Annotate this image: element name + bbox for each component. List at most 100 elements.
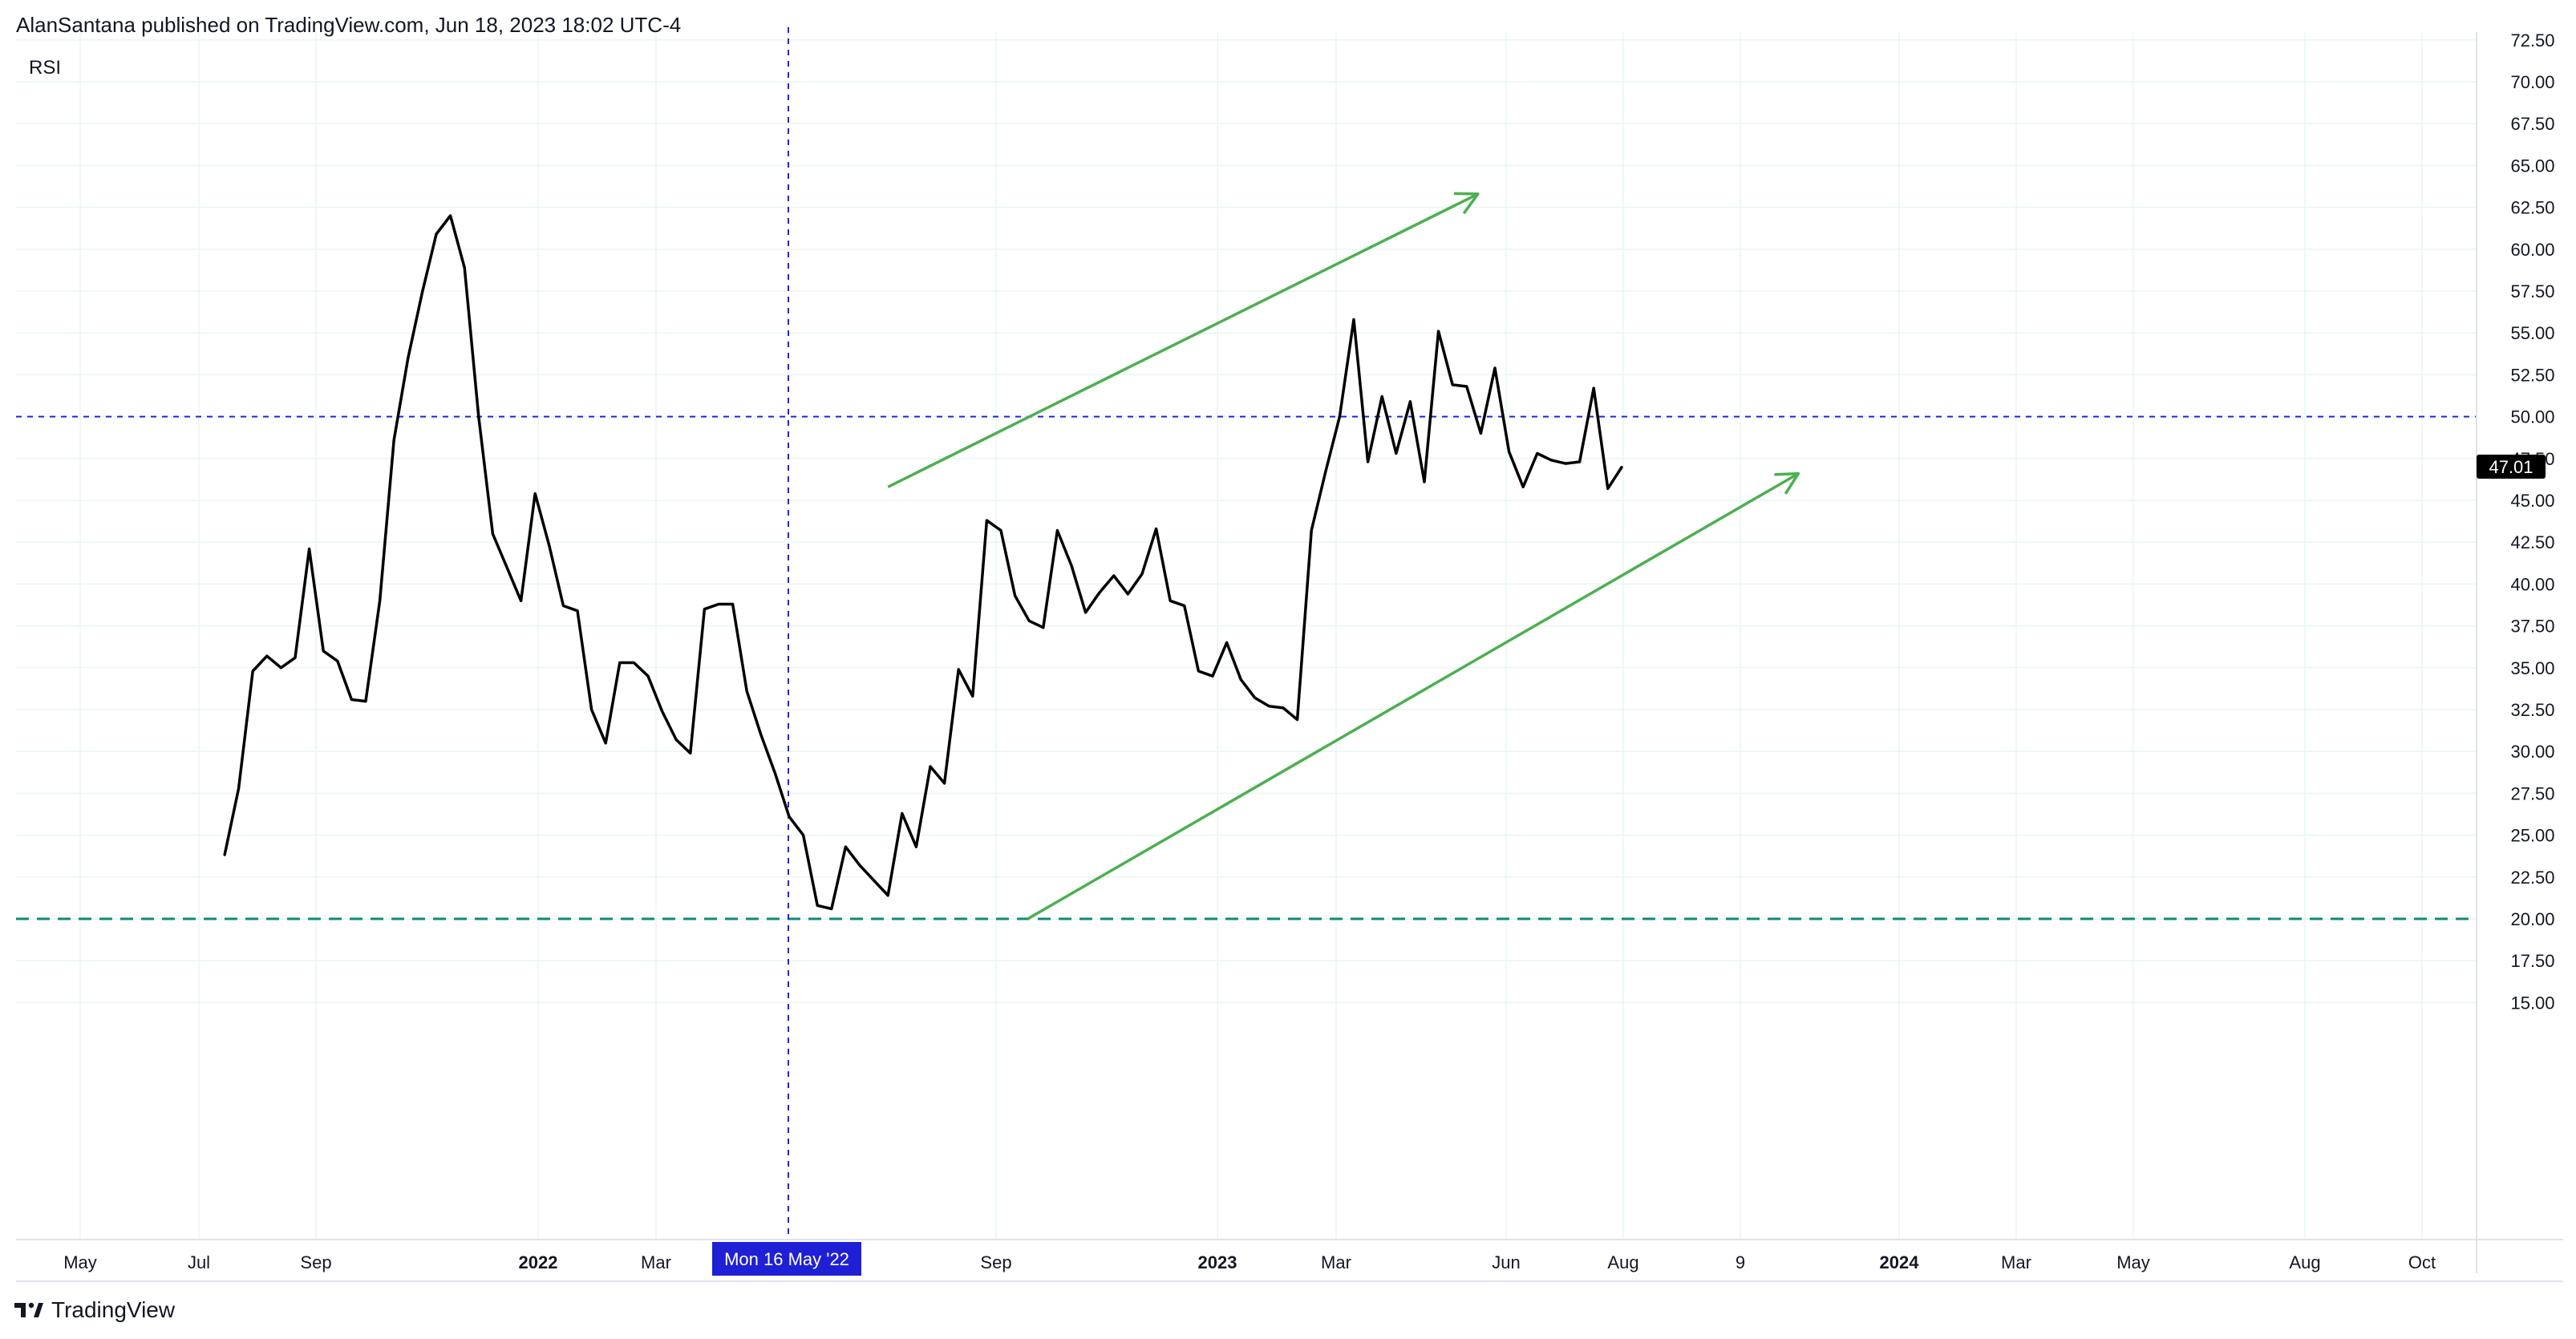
rsi-point <box>1367 460 1369 463</box>
x-tick-label: Jul <box>188 1252 210 1272</box>
trend-arrows[interactable] <box>887 192 1800 920</box>
x-tick-label: Oct <box>2408 1252 2436 1272</box>
y-tick-label: 62.50 <box>2510 198 2554 218</box>
rsi-point <box>1452 383 1454 386</box>
rsi-point <box>1352 318 1355 321</box>
rsi-point <box>1493 366 1497 370</box>
rsi-point <box>350 698 353 701</box>
rsi-point <box>788 815 791 818</box>
rsi-point <box>971 695 974 698</box>
rsi-point <box>802 834 804 836</box>
rsi-point <box>520 600 522 602</box>
rsi-point <box>774 772 776 775</box>
rsi-point <box>1084 611 1087 614</box>
rsi-point <box>646 675 650 678</box>
rsi-point <box>379 600 381 602</box>
price-axis[interactable]: 15.00 17.50 20.00 22.50 25.00 27.50 30.00 32.50… <box>2510 30 2554 1013</box>
rsi-point <box>1099 591 1101 593</box>
rsi-point <box>1409 400 1412 403</box>
trend-arrow-line <box>1027 472 1800 920</box>
horizontal-gridlines <box>16 39 2477 1004</box>
rsi-point <box>858 864 861 867</box>
y-tick-label: 17.50 <box>2510 951 2554 971</box>
time-axis[interactable]: May Jul Sep 2022 Mar Sep 2023 Mar Jun Aug 9 2024 Mar… <box>63 1252 2436 1272</box>
rsi-point <box>1564 462 1567 465</box>
rsi-point <box>703 608 706 610</box>
rsi-point <box>1296 718 1298 721</box>
rsi-point <box>661 710 663 713</box>
rsi-point <box>1014 594 1016 597</box>
rsi-point <box>943 782 946 785</box>
x-tick-label: Jun <box>1492 1252 1520 1272</box>
rsi-line <box>223 214 1623 911</box>
rsi-point <box>1465 385 1468 388</box>
rsi-point <box>322 649 325 653</box>
rsi-point <box>958 668 960 671</box>
x-tick-label: May <box>63 1252 97 1272</box>
crosshair-date-label: Mon 16 May '22 <box>712 1242 861 1276</box>
rsi-point <box>336 660 338 662</box>
rsi-point <box>1395 452 1398 455</box>
x-tick-label: 2024 <box>1880 1252 1920 1272</box>
rsi-point <box>1621 466 1623 468</box>
rsi-point <box>746 690 748 693</box>
x-tick-label: Mar <box>1321 1252 1351 1272</box>
rsi-point <box>308 548 310 550</box>
y-tick-label: 30.00 <box>2510 742 2554 762</box>
rsi-point <box>505 566 508 568</box>
rsi-point <box>1578 460 1581 463</box>
rsi-point <box>633 661 635 664</box>
rsi-point <box>407 357 409 359</box>
tradingview-logo-icon <box>14 1302 43 1317</box>
rsi-point <box>1028 620 1031 622</box>
trend-arrow-line <box>887 192 1479 488</box>
rsi-point <box>1310 529 1313 532</box>
y-tick-label: 72.50 <box>2510 30 2554 51</box>
rsi-point <box>999 529 1002 532</box>
rsi-point <box>393 439 395 441</box>
tradingview-brand[interactable]: TradingView <box>51 1297 176 1322</box>
rsi-point <box>1268 705 1270 707</box>
vertical-gridlines <box>79 32 2423 1240</box>
x-tick-label: Sep <box>300 1252 331 1272</box>
rsi-point <box>1606 487 1610 490</box>
rsi-point <box>1437 330 1440 333</box>
y-tick-label: 55.00 <box>2510 323 2554 343</box>
rsi-point <box>1324 471 1327 473</box>
publisher-header: AlanSantana published on TradingView.com… <box>16 13 682 37</box>
rsi-series <box>223 214 1623 911</box>
y-tick-label: 60.00 <box>2510 240 2554 260</box>
rsi-point <box>1042 626 1045 629</box>
x-tick-label: Mar <box>641 1252 671 1272</box>
x-tick-label: Aug <box>2289 1252 2320 1272</box>
rsi-point <box>675 738 678 741</box>
rsi-point <box>294 657 297 659</box>
rsi-point <box>1056 529 1059 532</box>
rsi-point <box>1339 415 1341 418</box>
rsi-point <box>1070 564 1073 567</box>
y-tick-label: 67.50 <box>2510 114 2554 134</box>
indicator-label: RSI <box>29 57 61 79</box>
rsi-point <box>223 854 226 856</box>
rsi-point <box>1480 432 1482 435</box>
x-tick-label: Sep <box>980 1252 1011 1272</box>
y-tick-label: 45.00 <box>2510 491 2554 511</box>
y-tick-label: 50.00 <box>2510 407 2554 427</box>
rsi-point <box>901 812 904 815</box>
rsi-point <box>1508 451 1510 453</box>
rsi-point <box>477 415 480 418</box>
y-tick-label: 70.00 <box>2510 72 2554 92</box>
rsi-point <box>1522 486 1525 488</box>
x-tick-label: 2023 <box>1198 1252 1237 1272</box>
y-tick-label: 27.50 <box>2510 783 2554 803</box>
trend-arrow-head <box>1774 471 1800 495</box>
rsi-point <box>1197 670 1200 673</box>
rsi-point <box>1550 459 1553 462</box>
rsi-point <box>562 605 565 607</box>
y-tick-label: 37.50 <box>2510 617 2554 637</box>
y-tick-label: 25.00 <box>2510 826 2554 846</box>
rsi-point <box>548 544 550 547</box>
y-tick-label: 15.00 <box>2510 993 2554 1013</box>
rsi-point <box>1211 675 1214 678</box>
